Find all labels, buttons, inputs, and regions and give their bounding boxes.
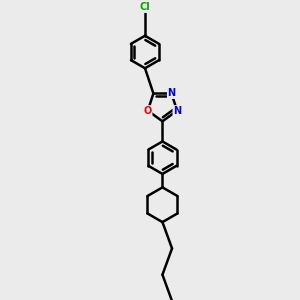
Text: Cl: Cl — [140, 2, 150, 12]
Text: N: N — [167, 88, 175, 98]
Text: O: O — [144, 106, 152, 116]
Text: N: N — [173, 106, 181, 116]
